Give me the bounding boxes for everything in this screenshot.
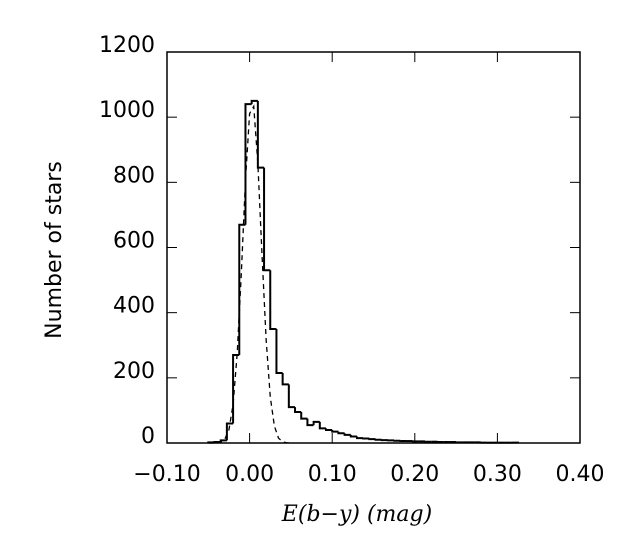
plot-frame — [167, 52, 580, 443]
y-tick-label: 600 — [113, 229, 155, 254]
histogram-bin — [239, 225, 245, 355]
y-tick-label: 0 — [141, 424, 155, 449]
histogram-bin — [270, 270, 276, 329]
histogram-bin — [320, 422, 326, 429]
histogram-bin — [295, 407, 301, 412]
x-tick-label: 0.20 — [390, 462, 439, 487]
histogram-bin — [357, 436, 363, 438]
y-tick-label: 1000 — [99, 98, 155, 123]
histogram-bin — [332, 430, 338, 432]
histogram-bin — [258, 101, 264, 168]
histogram-bin — [338, 432, 344, 434]
histogram-bin — [276, 329, 282, 373]
histogram-bin — [369, 438, 375, 439]
fit-curve — [208, 106, 291, 443]
y-tick-label: 800 — [113, 163, 155, 188]
y-tick-label: 200 — [113, 359, 155, 384]
y-tick-label: 1200 — [99, 33, 155, 58]
histogram-bin — [283, 373, 289, 384]
histogram-bin — [301, 412, 307, 419]
histogram-bin — [326, 428, 332, 430]
x-tick-label: 0.00 — [225, 462, 274, 487]
y-tick-label: 400 — [113, 294, 155, 319]
histogram-bin — [345, 433, 351, 435]
x-tick-label: 0.40 — [556, 462, 605, 487]
histogram-bin — [264, 168, 270, 271]
histogram-bin — [289, 384, 295, 407]
x-tick-label: −0.10 — [133, 462, 200, 487]
y-axis-label: Number of stars — [42, 161, 67, 339]
x-axis-label: E(b−y) (mag) — [281, 502, 432, 527]
x-tick-label: 0.30 — [473, 462, 522, 487]
histogram-bin — [376, 439, 382, 440]
histogram-bin — [351, 435, 357, 437]
x-tick-label: 0.10 — [308, 462, 357, 487]
